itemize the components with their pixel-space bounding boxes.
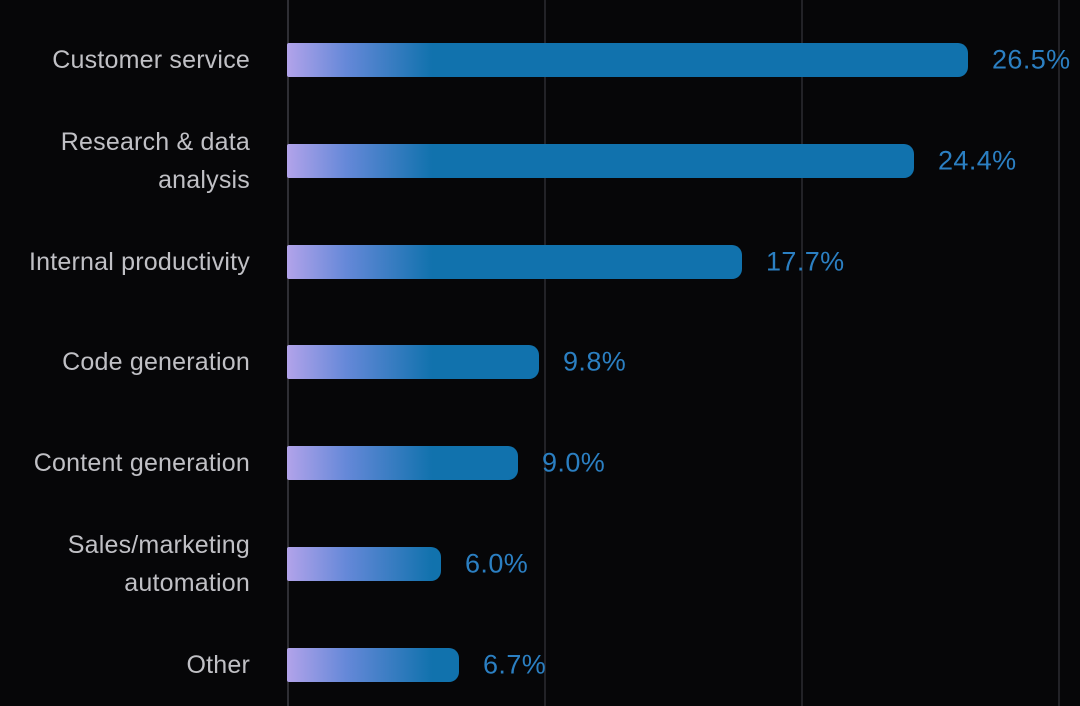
value-label: 24.4% [938,145,1017,176]
bar [287,144,914,178]
value-label: 6.7% [483,649,547,680]
value-label: 6.0% [465,548,529,579]
category-label: Sales/marketing automation [67,531,250,598]
value-label: 17.7% [766,246,845,277]
bar [287,648,459,682]
value-label: 9.8% [563,346,627,377]
value-label: 9.0% [542,447,606,478]
category-label: Other [186,650,250,679]
x-gridline [544,0,546,706]
category-label: Code generation [62,348,250,377]
category-label: Research & data analysis [60,127,250,194]
bar [287,446,518,480]
category-label: Customer service [52,46,250,74]
category-label: Content generation [33,449,250,478]
bar [287,547,441,581]
bar [287,43,968,77]
x-gridline [1058,0,1060,706]
bar [287,245,742,279]
category-label: Internal productivity [29,247,250,276]
bar [287,345,539,379]
x-gridline [801,0,803,706]
value-label: 26.5% [992,44,1071,75]
